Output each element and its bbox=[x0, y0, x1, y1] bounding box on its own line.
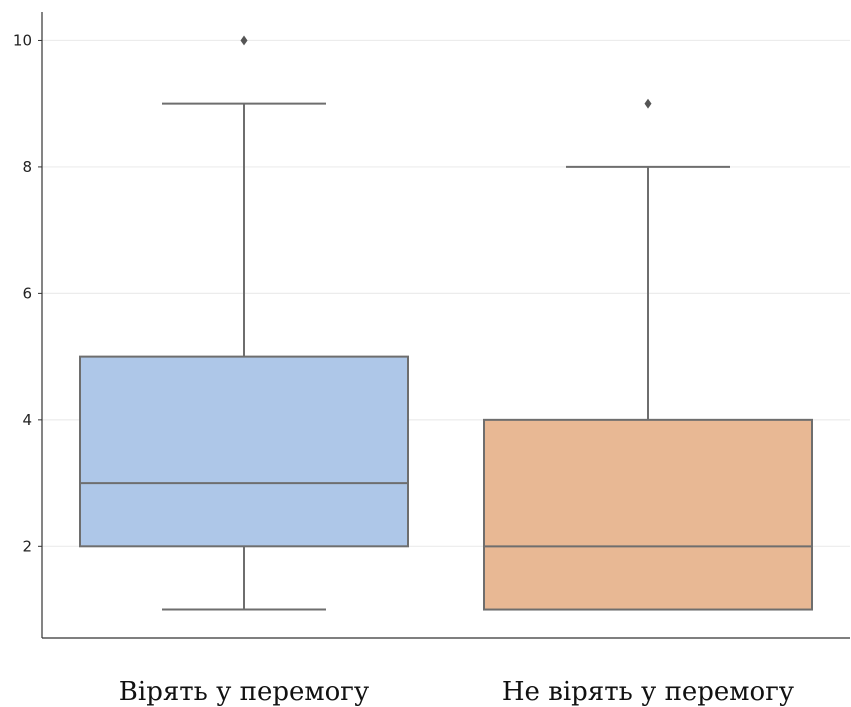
outlier-point bbox=[644, 98, 652, 109]
x-category-label: Вірять у перемогу bbox=[119, 677, 369, 707]
y-tick-label: 8 bbox=[22, 158, 32, 176]
y-tick-label: 6 bbox=[22, 284, 32, 302]
y-tick-label: 4 bbox=[22, 411, 32, 429]
x-category-label: Не вірять у перемогу bbox=[502, 677, 794, 707]
y-tick-labels: 2 4 6 8 10 bbox=[13, 31, 42, 555]
box-group-2 bbox=[483, 98, 813, 611]
box-body bbox=[483, 418, 813, 611]
box-group-1 bbox=[79, 35, 409, 611]
outlier-point bbox=[240, 35, 248, 46]
y-tick-label: 2 bbox=[22, 537, 32, 555]
box-body bbox=[79, 355, 409, 548]
y-tick-label: 10 bbox=[13, 31, 32, 49]
x-category-labels: Вірять у перемогу Не вірять у перемогу bbox=[119, 677, 794, 707]
boxes-layer bbox=[79, 35, 813, 611]
